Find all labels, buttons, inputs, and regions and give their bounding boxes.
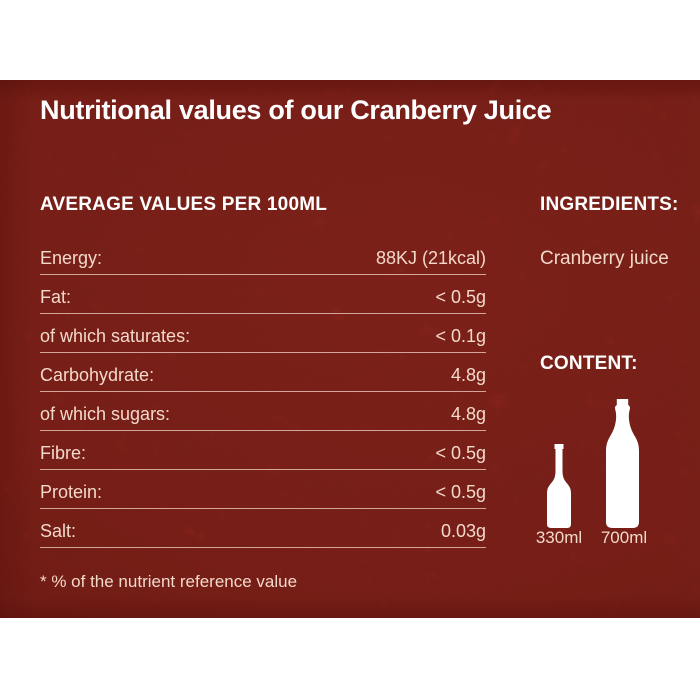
bottle-icon-large: [606, 399, 639, 528]
row-label: of which sugars:: [40, 404, 171, 424]
page-title: Nutritional values of our Cranberry Juic…: [40, 95, 552, 125]
row-value: < 0.5g: [435, 287, 486, 307]
content-heading: CONTENT:: [540, 353, 638, 374]
ingredients-content-section: INGREDIENTS: Cranberry juice CONTENT:: [540, 194, 690, 374]
nutrition-table: Energy: 88KJ (21kcal) Fat: < 0.5g of whi…: [40, 236, 486, 548]
nutrition-heading: AVERAGE VALUES PER 100ML: [40, 194, 328, 215]
row-label: Fat:: [40, 287, 72, 307]
nutrient-reference-footnote: * % of the nutrient reference value: [40, 572, 298, 591]
table-row: Protein: < 0.5g: [40, 470, 486, 509]
row-value: < 0.1g: [435, 326, 486, 346]
row-value: < 0.5g: [435, 482, 486, 502]
ingredients-heading: INGREDIENTS:: [540, 194, 679, 215]
bottle-size-label-330: 330ml: [535, 528, 583, 547]
table-row: of which sugars: 4.8g: [40, 392, 486, 431]
nutrition-section: AVERAGE VALUES PER 100ML Energy: 88KJ (2…: [40, 194, 486, 591]
row-label: Energy:: [40, 248, 103, 268]
row-value: 4.8g: [450, 404, 486, 424]
ingredients-item: Cranberry juice: [540, 248, 669, 269]
row-label: Carbohydrate:: [40, 365, 155, 385]
table-row: Salt: 0.03g: [40, 509, 486, 548]
row-label: of which saturates:: [40, 326, 191, 346]
row-label: Fibre:: [40, 443, 87, 463]
row-value: 88KJ (21kcal): [375, 248, 486, 268]
table-row: Carbohydrate: 4.8g: [40, 353, 486, 392]
table-row: Fat: < 0.5g: [40, 275, 486, 314]
row-label: Protein:: [40, 482, 103, 502]
bottle-icon-small: [547, 444, 571, 528]
table-row: of which saturates: < 0.1g: [40, 314, 486, 353]
row-value: 4.8g: [450, 365, 486, 385]
bottle-size-label-700: 700ml: [600, 528, 648, 547]
row-value: 0.03g: [440, 521, 486, 541]
row-value: < 0.5g: [435, 443, 486, 463]
row-label: Salt:: [40, 521, 77, 541]
table-row: Fibre: < 0.5g: [40, 431, 486, 470]
table-row: Energy: 88KJ (21kcal): [40, 236, 486, 275]
